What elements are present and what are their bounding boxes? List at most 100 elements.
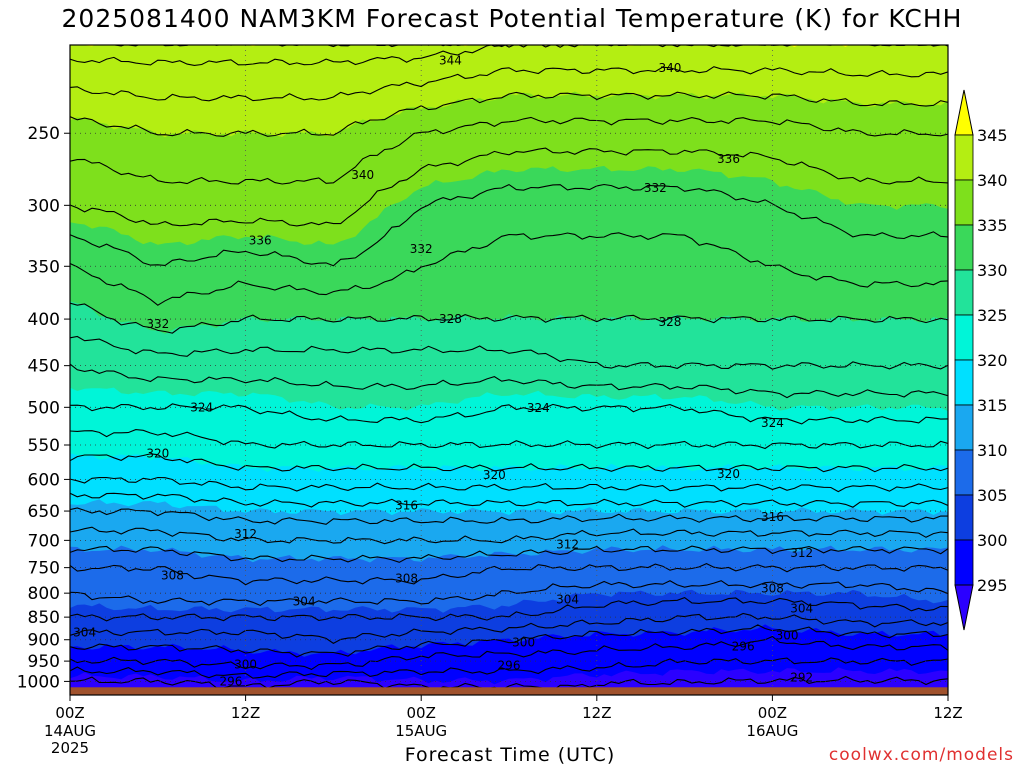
- contour-312: [70, 526, 948, 545]
- y-tick-label: 450: [28, 357, 60, 377]
- contour-320: [70, 453, 948, 473]
- colorbar-legend: 345 340 335 330 325 320 315 310 305 300 295: [954, 89, 1008, 631]
- ground-bar: [70, 687, 948, 695]
- ground-layer: [70, 687, 948, 695]
- contour-label: 320: [717, 467, 740, 481]
- x-tick-sublabel: 15AUG: [395, 722, 447, 740]
- contour-304: [70, 596, 948, 622]
- colorbar-tick-label: 315: [977, 396, 1008, 415]
- contour-label: 300: [512, 635, 535, 649]
- colorbar-swatch: [954, 314, 974, 361]
- contour-310: [70, 545, 948, 563]
- contour-314: [70, 507, 948, 525]
- colorbar-top-arrow: [954, 89, 974, 136]
- colorbar-swatch: [954, 494, 974, 541]
- contour-label: 336: [717, 152, 740, 166]
- contour-label: 304: [790, 602, 813, 616]
- contour-label: 304: [73, 626, 96, 640]
- colorbar-tick-label: 335: [977, 216, 1008, 235]
- colorbar-tick-label: 295: [977, 576, 1008, 595]
- contour-label: 320: [483, 468, 506, 482]
- contour-302: [70, 612, 948, 644]
- colorbar-swatch: [954, 449, 974, 496]
- colorbar-tick-label: 330: [977, 261, 1008, 280]
- y-tick-label: 300: [28, 196, 60, 216]
- x-tick-label: 00Z: [55, 704, 84, 722]
- temperature-fills: [70, 45, 948, 695]
- contour-298: [70, 635, 948, 671]
- contour-300: [70, 624, 948, 658]
- contour-label: 320: [146, 447, 169, 461]
- plot-border: [69, 44, 949, 696]
- colorbar-swatch: [954, 359, 974, 406]
- contour-label: 308: [761, 582, 784, 596]
- y-tick-label: 250: [28, 124, 60, 144]
- colorbar-swatch: [954, 404, 974, 451]
- contour-label: 332: [644, 181, 667, 195]
- grid-lines: [70, 45, 948, 695]
- contour-labels: 344 340 340 336 332 336 332 332 328 328 324 324 324 3…: [73, 54, 813, 689]
- contour-label: 340: [351, 168, 374, 182]
- contour-322: [70, 429, 948, 450]
- x-tick-label: 12Z: [231, 704, 260, 722]
- colorbar-swatch: [954, 134, 974, 181]
- contour-label: 308: [395, 572, 418, 586]
- y-tick-label: 800: [28, 584, 60, 604]
- colorbar-tick-label: 325: [977, 306, 1008, 325]
- contour-label: 304: [293, 594, 316, 608]
- y-tick-label: 550: [28, 436, 60, 456]
- contour-label: 296: [220, 674, 243, 688]
- y-tick-label: 700: [28, 531, 60, 551]
- colorbar-tick-label: 305: [977, 486, 1008, 505]
- contour-308: [70, 562, 948, 586]
- x-tick-label: 00Z: [407, 704, 436, 722]
- colorbar-tick-label: 320: [977, 351, 1008, 370]
- contour-342: [70, 66, 948, 102]
- x-tick-label: 00Z: [758, 704, 787, 722]
- contour-label: 312: [234, 527, 257, 541]
- contour-label: 300: [234, 657, 257, 671]
- colorbar-tick-label: 340: [977, 171, 1008, 190]
- contour-328: [70, 335, 948, 370]
- contour-306: [70, 580, 948, 607]
- contour-332: [70, 232, 948, 306]
- contour-label: 324: [761, 416, 784, 430]
- x-tick-label: 12Z: [582, 704, 611, 722]
- contour-label: 296: [498, 658, 521, 672]
- x-tick-sublabel: 16AUG: [746, 722, 798, 740]
- contour-label: 312: [556, 537, 579, 551]
- source-credit: coolwx.com/models: [828, 745, 1014, 765]
- y-tick-label: 850: [28, 608, 60, 628]
- contour-label: 312: [790, 546, 813, 560]
- y-axis: 250 300 350 400 450 500 550 600 650 700 750 800 850 9…: [17, 124, 70, 692]
- contour-label: 308: [161, 568, 184, 582]
- x-axis-label: Forecast Time (UTC): [404, 744, 616, 766]
- y-tick-label: 400: [28, 310, 60, 330]
- y-tick-label: 600: [28, 470, 60, 490]
- colorbar-swatch: [954, 179, 974, 226]
- contour-346: [70, 45, 944, 48]
- contour-label: 344: [439, 54, 462, 68]
- y-tick-label: 950: [28, 652, 60, 672]
- contour-338: [70, 116, 948, 185]
- contour-label: 328: [439, 312, 462, 326]
- contour-344: [70, 45, 948, 66]
- contour-318: [70, 476, 948, 493]
- contour-label: 340: [659, 61, 682, 75]
- colorbar-tick-label: 300: [977, 531, 1008, 550]
- contour-label: 304: [556, 593, 579, 607]
- colorbar-bottom-arrow: [954, 584, 974, 631]
- contour-296: [70, 657, 948, 679]
- colorbar-swatch: [954, 269, 974, 316]
- contour-label: 300: [776, 628, 799, 642]
- contour-324: [70, 403, 948, 425]
- contour-label: 292: [790, 670, 813, 684]
- y-tick-label: 350: [28, 257, 60, 277]
- y-tick-label: 650: [28, 502, 60, 522]
- y-tick-label: 500: [28, 398, 60, 418]
- chart-title: 2025081400 NAM3KM Forecast Potential Tem…: [61, 4, 963, 33]
- contour-326: [70, 363, 948, 399]
- contour-label: 316: [395, 499, 418, 513]
